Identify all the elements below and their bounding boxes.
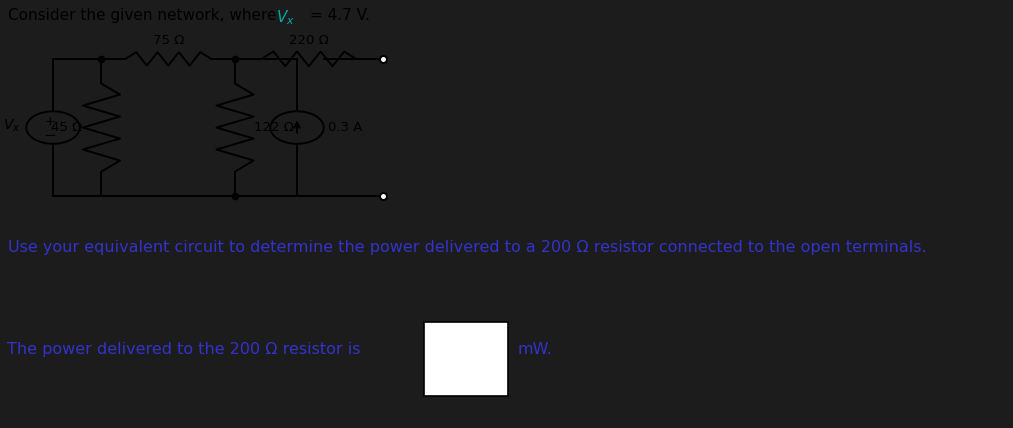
Text: = 4.7 V.: = 4.7 V. (310, 8, 370, 23)
Text: $V_x$: $V_x$ (276, 8, 295, 27)
Text: Use your equivalent circuit to determine the power delivered to a 200 Ω resistor: Use your equivalent circuit to determine… (8, 240, 927, 255)
Text: 220 Ω: 220 Ω (289, 34, 328, 47)
Text: 122 Ω: 122 Ω (254, 121, 295, 134)
Text: 45 Ω: 45 Ω (51, 121, 82, 134)
Text: 0.3 A: 0.3 A (328, 121, 363, 134)
Text: $V_x$: $V_x$ (3, 117, 20, 134)
Text: mW.: mW. (518, 342, 552, 357)
Text: The power delivered to the 200 Ω resistor is: The power delivered to the 200 Ω resisto… (7, 342, 361, 357)
Bar (424, 322, 509, 396)
Text: 75 Ω: 75 Ω (153, 34, 184, 47)
Text: Consider the given network, where: Consider the given network, where (8, 8, 282, 23)
Text: +: + (45, 115, 56, 128)
Text: −: − (44, 128, 57, 143)
